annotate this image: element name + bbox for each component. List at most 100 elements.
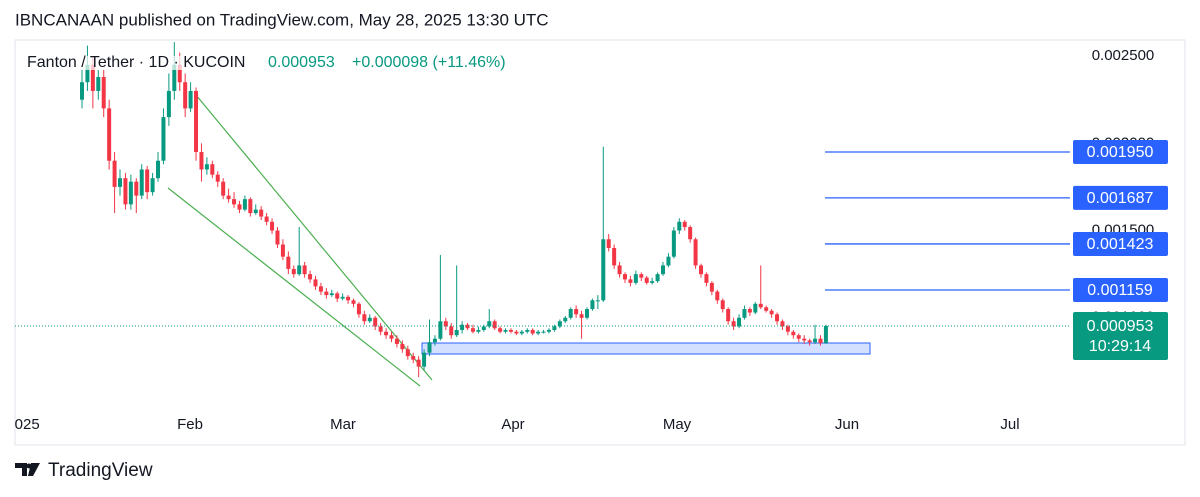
candle-body (367, 317, 372, 322)
candle-body (503, 329, 508, 332)
candle-body (818, 338, 823, 344)
candle-body (128, 181, 133, 205)
candle-body (329, 293, 334, 296)
candle-body (107, 108, 112, 161)
candle-body (280, 244, 285, 257)
candle-body (530, 329, 535, 334)
candle-body (677, 221, 682, 231)
level-label-bg (1073, 231, 1168, 256)
candle-body (574, 309, 579, 315)
candle-body (612, 247, 617, 266)
candle-body (666, 256, 671, 266)
candle-body (161, 117, 166, 161)
candle-body (297, 265, 302, 275)
candle-body (628, 279, 633, 283)
candle-body (742, 309, 747, 318)
candle-body (432, 338, 437, 343)
candle-body (248, 199, 253, 214)
candle-body (302, 265, 307, 275)
last-price: 0.000953 (268, 54, 335, 71)
candle-body (335, 293, 340, 299)
candle-body (650, 281, 655, 283)
logo (15, 463, 40, 476)
plot-area (15, 42, 1070, 387)
candle-body (813, 338, 818, 343)
candle-body (405, 349, 410, 357)
candle-body (215, 174, 220, 182)
candle-body (340, 296, 345, 299)
candle-body (460, 324, 465, 330)
candle-body (362, 314, 367, 322)
candle-body (791, 331, 796, 336)
chart-frame (14, 39, 1186, 446)
candle-body (313, 279, 318, 287)
candle-body (101, 76, 106, 109)
candle-body (194, 90, 199, 153)
candle-body (481, 326, 486, 330)
candle-body (166, 90, 171, 118)
candle-body (709, 282, 714, 292)
candle-body (617, 265, 622, 275)
candle-body (96, 76, 101, 91)
candle-body (394, 338, 399, 344)
candle-body (270, 221, 275, 231)
candle-body (644, 277, 649, 283)
candle-body (731, 321, 736, 327)
candle-body (156, 160, 161, 179)
candle-body (753, 303, 758, 313)
candle-body (508, 329, 513, 332)
candle-body (204, 164, 209, 170)
candle-body (492, 321, 497, 329)
level-label: 0.001950 (1087, 144, 1154, 161)
candle-body (715, 291, 720, 301)
header: IBNCANAAN published on TradingView.com, … (15, 10, 549, 29)
candle-body (134, 181, 139, 196)
candle-body (682, 221, 687, 228)
candle-body (514, 331, 519, 334)
level-label-bg (1073, 140, 1168, 165)
candle-body (85, 64, 90, 83)
x-tick-label: Feb (177, 416, 203, 433)
candle-body (389, 335, 394, 339)
candle-body (346, 296, 351, 301)
x-tick-label: Mar (330, 416, 356, 433)
candle-body (688, 227, 693, 240)
candle-body (411, 356, 416, 360)
candle-body (780, 321, 785, 327)
candle-body (758, 303, 763, 308)
candle-body (498, 328, 503, 332)
candle-body (90, 64, 95, 91)
candle-body (764, 307, 769, 311)
candle-body (318, 286, 323, 292)
candle-body (737, 317, 742, 327)
candle-body (579, 314, 584, 318)
candle-body (384, 331, 389, 336)
candle-body (183, 82, 188, 109)
candle-body (226, 195, 231, 200)
level-label-bg (1073, 185, 1168, 210)
candle-body (476, 329, 481, 332)
candle-body (775, 314, 780, 322)
level-label-bg (1073, 278, 1168, 303)
x-tick-label: Jun (835, 416, 859, 433)
candle-body (123, 178, 128, 205)
candle-body (422, 352, 427, 367)
candle-body (308, 274, 313, 280)
x-axis: 2025 Feb Mar Apr May Jun Jul (15, 416, 1020, 433)
candle-body (177, 64, 182, 83)
candle-body (525, 329, 530, 332)
candle-body (726, 309, 731, 322)
candle-body (210, 164, 215, 175)
candle-body (416, 359, 421, 367)
candle-body (253, 209, 258, 214)
candle-body (601, 239, 606, 301)
candle-body (150, 178, 155, 193)
candle-body (286, 256, 291, 269)
level-label: 0.001687 (1087, 190, 1154, 207)
candle-body (536, 331, 541, 334)
candle-body (232, 199, 237, 205)
candle-body (541, 331, 546, 333)
candle-body (443, 321, 448, 327)
candle-body (199, 152, 204, 170)
